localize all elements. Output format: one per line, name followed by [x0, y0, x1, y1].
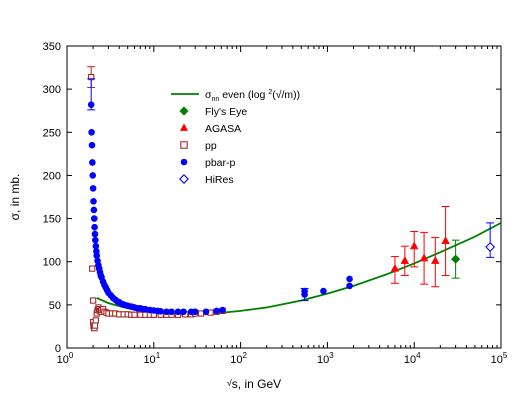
y-tick-label: 350 [43, 41, 61, 53]
legend-swatch-marker [180, 141, 188, 149]
data-point [346, 275, 353, 283]
plot-area [87, 66, 502, 332]
legend-swatch-marker [179, 174, 189, 184]
data-point [89, 265, 96, 272]
x-tick-label: 105 [491, 351, 508, 366]
y-tick-label: 0 [55, 343, 61, 355]
series-5 [485, 222, 496, 258]
legend-label: pp [205, 140, 217, 152]
data-point [451, 254, 461, 264]
legend-item: Fly's Eye [179, 106, 247, 118]
legend-swatch-marker [179, 106, 189, 116]
y-tick-label: 150 [43, 214, 61, 226]
series-4 [87, 78, 353, 316]
legend-item: AGASA [179, 123, 241, 135]
series-1 [451, 239, 461, 279]
legend-label: AGASA [205, 123, 241, 135]
x-axis-title: √s, in GeV [227, 377, 281, 391]
data-point [180, 308, 187, 316]
y-tick-label: 300 [43, 84, 61, 96]
data-point [89, 172, 97, 179]
data-point [301, 287, 308, 295]
data-point [89, 297, 97, 304]
x-tick-label: 103 [317, 351, 334, 366]
legend-item: σnn even (log 2(√/m)) [171, 89, 300, 103]
data-point [92, 317, 100, 324]
data-point [91, 230, 99, 238]
legend-label: Fly's Eye [205, 106, 247, 118]
plot-frame [66, 45, 502, 349]
y-tick-label: 250 [43, 127, 61, 139]
y-tick-label: 200 [43, 170, 61, 182]
y-axis-title: σ, in mb. [8, 174, 22, 221]
data-point [168, 308, 175, 316]
data-point [91, 223, 98, 231]
data-point [441, 236, 450, 245]
legend-item: pbar-p [180, 157, 236, 169]
data-point [91, 322, 99, 329]
data-point [174, 308, 182, 316]
legend: σnn even (log 2(√/m)) Fly's Eye AGASA pp pba… [171, 89, 300, 186]
data-point [88, 141, 96, 149]
data-point [202, 308, 210, 316]
legend-label: HiRes [205, 174, 234, 186]
x-tick-label: 101 [143, 351, 160, 366]
legend-swatch-marker [179, 123, 189, 131]
data-point [485, 242, 496, 252]
data-point [89, 185, 97, 192]
data-point [431, 256, 440, 264]
data-point [90, 198, 97, 205]
data-point [157, 308, 164, 315]
data-point [390, 263, 400, 272]
data-point [346, 282, 353, 290]
data-point [89, 159, 96, 166]
y-tick-label: 100 [43, 257, 61, 269]
data-point [400, 256, 410, 264]
data-point [131, 311, 138, 318]
y-tick-label: 50 [49, 300, 61, 312]
data-point [419, 253, 429, 262]
axes: 0 50 100 150 200 250 300 350 100 101 102 103 104 105 [43, 41, 508, 366]
data-point [409, 241, 419, 250]
data-point [92, 236, 99, 244]
data-point [90, 215, 98, 222]
legend-label: σnn even (log 2(√/m)) [205, 89, 300, 103]
data-point [320, 287, 327, 295]
data-point [88, 128, 95, 136]
series-0 [96, 222, 502, 316]
data-point [191, 308, 199, 316]
legend-swatch-marker [180, 158, 188, 166]
x-tick-label: 104 [404, 351, 421, 366]
legend-item: HiRes [179, 174, 234, 186]
legend-item: pp [180, 140, 217, 152]
data-point [137, 311, 144, 318]
data-point [219, 306, 226, 314]
data-point [90, 206, 98, 214]
legend-label: pbar-p [205, 157, 236, 169]
x-tick-label: 100 [57, 351, 74, 366]
x-tick-label: 102 [230, 351, 247, 366]
data-point [213, 307, 220, 315]
series-2 [390, 205, 450, 288]
data-point [87, 101, 95, 108]
series-line [96, 222, 502, 316]
